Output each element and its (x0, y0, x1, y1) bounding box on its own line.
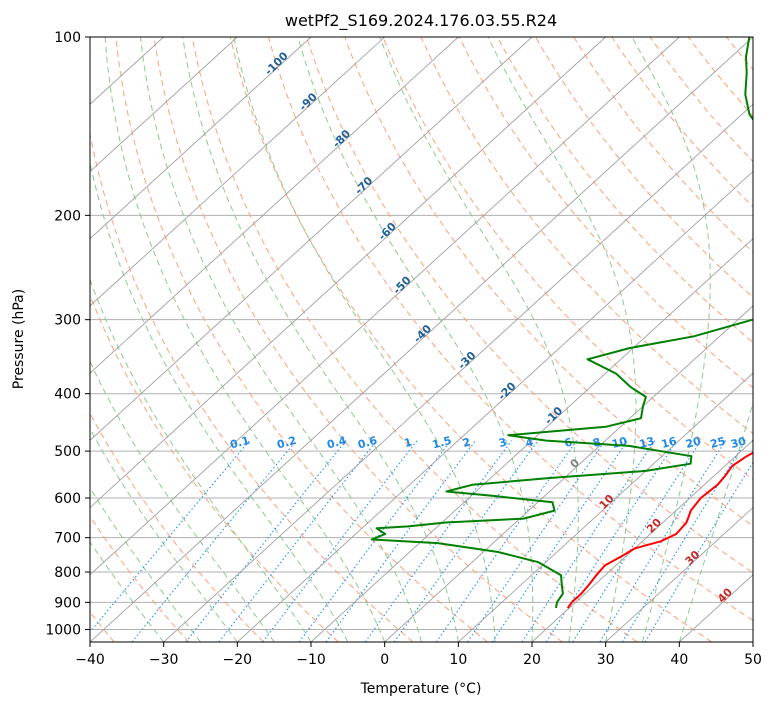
x-tick-label: 10 (449, 652, 467, 668)
y-tick-label: 800 (54, 565, 81, 581)
x-tick-label: 20 (523, 652, 541, 668)
x-tick-label: −10 (296, 652, 326, 668)
y-tick-label: 600 (54, 491, 81, 507)
x-tick-label: 0 (380, 652, 389, 668)
y-tick-label: 400 (54, 387, 81, 403)
x-tick-label: 30 (597, 652, 615, 668)
dry-adiabat-line (765, 37, 775, 642)
isotherm-line (753, 37, 775, 642)
x-axis: −40 −30 −20 −10 0 10 20 30 40 50 (75, 642, 762, 668)
y-tick-label: 300 (54, 313, 81, 329)
x-tick-label: −20 (223, 652, 253, 668)
x-tick-label: −30 (149, 652, 179, 668)
x-tick-label: −40 (75, 652, 105, 668)
y-tick-label: 500 (54, 444, 81, 460)
x-axis-title: Temperature (°C) (360, 681, 482, 697)
x-tick-label: 50 (744, 652, 762, 668)
y-tick-label: 1000 (45, 622, 81, 638)
y-tick-label: 100 (54, 30, 81, 46)
y-axis-title: Pressure (hPa) (11, 289, 27, 389)
y-axis: 100 200 300 400 500 600 700 800 900 1000 (45, 30, 90, 638)
x-tick-label: 40 (670, 652, 688, 668)
y-tick-label: 700 (54, 531, 81, 547)
y-tick-label: 200 (54, 208, 81, 224)
chart-title: wetPf2_S169.2024.176.03.55.R24 (285, 11, 557, 31)
y-tick-label: 900 (54, 595, 81, 611)
